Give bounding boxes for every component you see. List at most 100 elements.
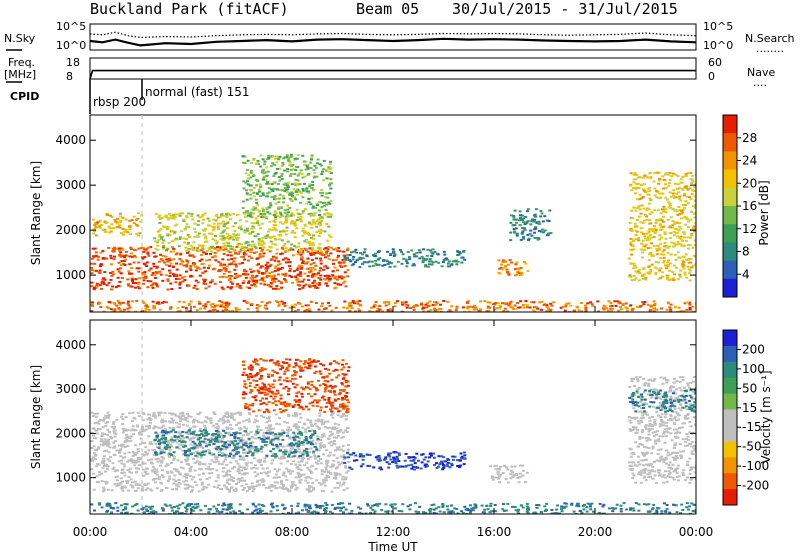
power-cell-7 bbox=[634, 229, 638, 232]
power-cell-0 bbox=[273, 270, 277, 273]
power-cell-3 bbox=[265, 208, 269, 211]
velocity-cell-1 bbox=[265, 440, 268, 443]
velocity-cell-0 bbox=[92, 434, 95, 437]
velocity-cell-0 bbox=[141, 462, 145, 465]
power-cell-7 bbox=[660, 192, 664, 195]
power-cell-3 bbox=[244, 181, 248, 184]
velocity-cell-1 bbox=[248, 445, 252, 448]
power-cell-7 bbox=[666, 263, 670, 266]
power-cell-7 bbox=[689, 198, 693, 201]
velocity-cell-0 bbox=[104, 482, 108, 485]
velocity-cell-0 bbox=[223, 453, 226, 455]
velocity-cell-0 bbox=[121, 423, 125, 425]
velocity-cell-0 bbox=[183, 443, 187, 446]
velocity-cell-0 bbox=[258, 459, 262, 462]
power-cell-7 bbox=[677, 256, 681, 259]
power-cell-2 bbox=[240, 246, 244, 249]
power-cell-2 bbox=[265, 236, 269, 239]
velocity-cell-0 bbox=[131, 451, 135, 453]
velocity-cell-0 bbox=[252, 445, 255, 448]
power-cell-4 bbox=[355, 251, 359, 254]
velocity-cell-0 bbox=[185, 487, 189, 490]
power-cell-6 bbox=[525, 210, 529, 213]
power-cell-0 bbox=[185, 265, 189, 268]
velocity-cell-0 bbox=[119, 481, 123, 484]
power-cell-0 bbox=[202, 278, 205, 281]
power-cell-8 bbox=[529, 301, 533, 304]
velocity-cell-0 bbox=[318, 414, 322, 417]
power-cell-7 bbox=[676, 235, 680, 238]
power-cell-8 bbox=[422, 310, 425, 312]
power-cell-3 bbox=[261, 192, 265, 195]
power-cell-3 bbox=[286, 204, 290, 207]
velocity-cell-0 bbox=[333, 477, 337, 479]
velocity-cell-2 bbox=[286, 403, 289, 405]
power-cell-7 bbox=[661, 250, 665, 253]
power-cell-4 bbox=[421, 261, 425, 264]
power-cell-7 bbox=[672, 223, 676, 225]
power-cell-7 bbox=[673, 234, 676, 237]
power-cell-7 bbox=[628, 274, 632, 277]
power-cell-0 bbox=[96, 255, 100, 258]
power-cell-2 bbox=[310, 226, 314, 229]
power-cell-2 bbox=[236, 236, 240, 239]
velocity-cell-0 bbox=[252, 488, 256, 490]
power-cell-0 bbox=[308, 271, 311, 274]
power-cell-8 bbox=[157, 302, 161, 305]
velocity-cell-0 bbox=[122, 429, 126, 432]
power-cell-7 bbox=[634, 186, 638, 189]
power-cell-8 bbox=[387, 301, 391, 304]
power-cell-0 bbox=[284, 257, 288, 260]
power-colorbar-swatch bbox=[723, 115, 737, 134]
velocity-cell-0 bbox=[217, 451, 221, 454]
velocity-cell-0 bbox=[106, 421, 109, 424]
power-cell-2 bbox=[233, 235, 237, 238]
velocity-cell-0 bbox=[227, 483, 231, 486]
power-cell-3 bbox=[243, 162, 247, 164]
velocity-cell-0 bbox=[252, 485, 256, 488]
velocity-cell-1 bbox=[215, 437, 218, 440]
cpid-panel: CPID rbsp 200 normal (fast) 151 bbox=[10, 79, 249, 114]
power-cell-3 bbox=[241, 207, 245, 210]
velocity-cell-0 bbox=[151, 470, 155, 473]
power-cell-3 bbox=[301, 189, 305, 192]
power-cell-8 bbox=[609, 302, 613, 304]
power-cell-7 bbox=[687, 247, 690, 250]
power-cell-2 bbox=[183, 241, 187, 244]
power-cell-8 bbox=[400, 301, 404, 304]
velocity-cell-2 bbox=[320, 396, 324, 399]
velocity-cell-1 bbox=[157, 440, 160, 443]
power-cell-2 bbox=[196, 235, 200, 238]
power-cell-2 bbox=[236, 244, 240, 246]
velocity-cell-0 bbox=[162, 440, 166, 442]
power-cell-7 bbox=[672, 245, 675, 248]
date-range: 30/Jul/2015 - 31/Jul/2015 bbox=[452, 0, 678, 18]
velocity-cell-0 bbox=[216, 486, 220, 489]
velocity-cell-0 bbox=[207, 483, 211, 486]
power-cell-3 bbox=[320, 194, 324, 197]
velocity-cell-0 bbox=[125, 433, 129, 436]
power-cell-3 bbox=[271, 155, 275, 158]
power-cell-4 bbox=[418, 257, 422, 260]
power-cell-0 bbox=[198, 274, 202, 277]
power-cell-7 bbox=[668, 225, 672, 228]
velocity-cell-0 bbox=[175, 483, 179, 486]
power-cell-4 bbox=[359, 252, 362, 254]
velocity-cell-0 bbox=[334, 449, 338, 452]
power-cell-8 bbox=[475, 308, 478, 311]
power-cell-8 bbox=[579, 302, 583, 304]
power-cell-4 bbox=[402, 257, 406, 260]
power-cell-8 bbox=[509, 300, 513, 303]
power-cell-4 bbox=[408, 258, 412, 261]
power-cell-2 bbox=[193, 227, 197, 230]
power-cell-6 bbox=[522, 227, 526, 230]
power-cell-3 bbox=[289, 173, 293, 176]
power-cell-8 bbox=[564, 305, 568, 308]
power-cell-0 bbox=[98, 269, 102, 272]
power-cell-0 bbox=[229, 287, 233, 290]
velocity-cell-0 bbox=[146, 482, 150, 485]
velocity-cell-0 bbox=[214, 480, 218, 483]
velocity-cell-0 bbox=[177, 438, 181, 441]
velocity-cell-1 bbox=[271, 443, 274, 446]
velocity-cell-0 bbox=[307, 476, 311, 479]
